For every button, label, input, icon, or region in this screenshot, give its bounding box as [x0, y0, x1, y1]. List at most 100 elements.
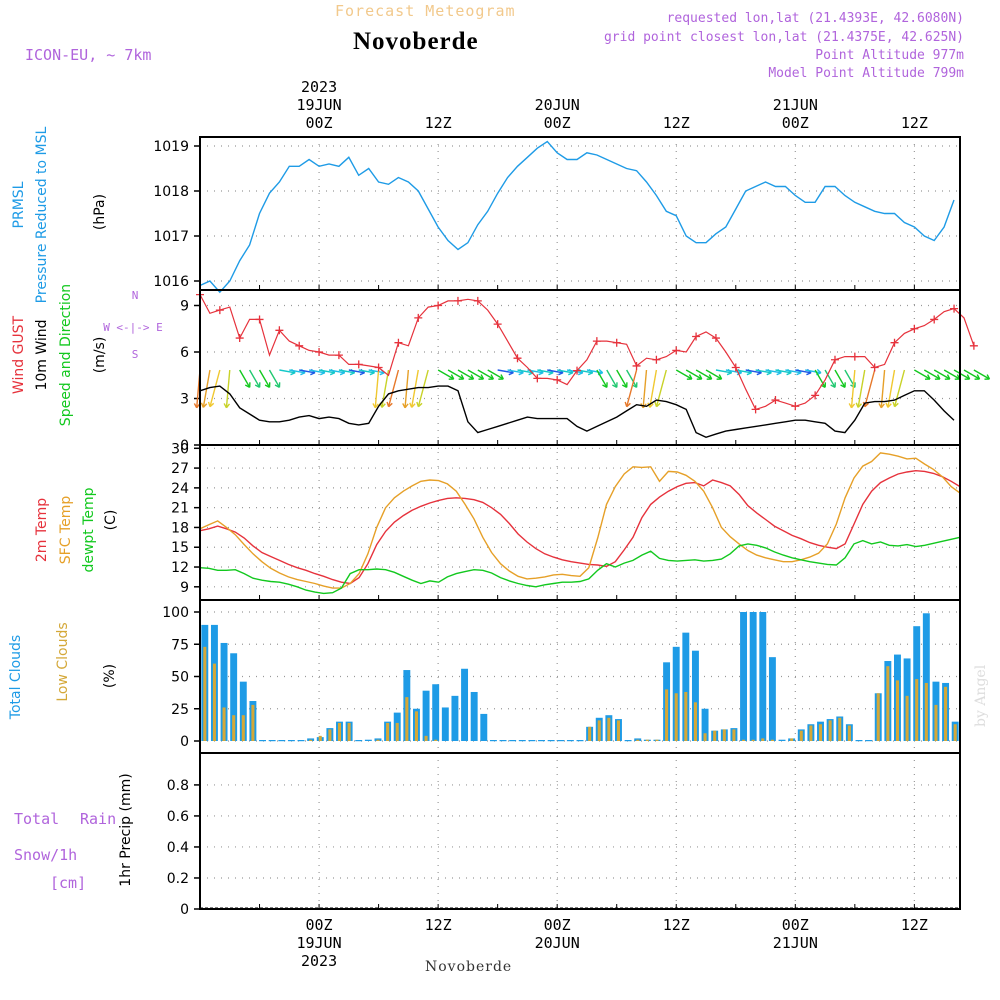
total-cloud-bar: [691, 650, 699, 741]
bottom-hour: 12Z: [425, 916, 452, 934]
low-cloud-bar: [241, 715, 245, 741]
y-tick-label: 3: [180, 392, 189, 408]
top-date: 21JUN: [773, 96, 818, 114]
wind-arrow-shaft: [467, 369, 484, 380]
total-cloud-bar: [278, 740, 286, 742]
clouds-label-total: Total Clouds: [8, 635, 24, 720]
wind-label-dir: Speed and Direction: [58, 284, 74, 426]
low-cloud-bar: [770, 739, 774, 741]
total-cloud-bar: [922, 613, 930, 741]
top-year: 2023: [301, 78, 337, 96]
total-cloud-bar: [759, 612, 767, 741]
precip-label-rain: Rain: [80, 810, 116, 828]
wind-arrow-shaft: [695, 369, 713, 380]
wind-arrow-shaft: [765, 369, 782, 374]
top-hour: 00Z: [306, 114, 333, 132]
bottom-year: 2023: [301, 952, 337, 970]
precip-label-cm: [cm]: [50, 874, 86, 892]
wind-arrow-shaft: [299, 369, 316, 374]
total-cloud-bar: [701, 708, 709, 741]
low-cloud-bar: [665, 689, 669, 741]
total-cloud-bar: [355, 740, 363, 742]
gust-marker: [870, 363, 879, 372]
total-cloud-bar: [557, 740, 565, 742]
wind-arrow-shaft: [258, 369, 271, 388]
wind-arrow-head: [372, 403, 379, 409]
total-cloud-bar: [461, 668, 469, 741]
gust-marker: [632, 361, 641, 370]
wind-arrow-shaft: [239, 369, 251, 388]
gust-marker: [910, 324, 919, 333]
gust-marker: [215, 306, 224, 315]
wind-arrow-shaft: [943, 369, 961, 380]
wind-arrow-shaft: [487, 369, 504, 380]
grid: [200, 137, 960, 290]
gust-marker: [811, 391, 820, 400]
low-cloud-bar: [693, 702, 697, 741]
gust-marker: [295, 341, 304, 350]
low-cloud-bar: [607, 717, 611, 741]
top-date: 19JUN: [296, 96, 341, 114]
wind-arrow-head: [934, 374, 941, 380]
wind-arrow-shaft: [279, 369, 296, 374]
wind-arrow-shaft: [566, 369, 583, 374]
wind-arrow-head: [244, 382, 251, 388]
y-tick-label: 1019: [153, 139, 189, 155]
wind-arrow-shaft: [417, 369, 429, 407]
wind-arrow-head: [850, 382, 856, 388]
top-hour: 12Z: [425, 114, 452, 132]
clouds-label-low: Low Clouds: [55, 622, 71, 701]
y-tick-label: 30: [171, 441, 189, 457]
wind-arrow-shaft: [437, 369, 455, 380]
y-tick-label: 0: [180, 902, 189, 918]
wind-arrow-shaft: [268, 369, 281, 388]
wind-arrow-shaft: [834, 369, 846, 388]
wind-arrow-head: [654, 401, 661, 408]
wind-arrow-shaft: [596, 369, 608, 388]
wind-arrow-shaft: [735, 369, 752, 374]
total-cloud-bar: [547, 740, 555, 742]
low-cloud-bar: [799, 730, 803, 741]
wind-arrow-shaft: [649, 369, 658, 408]
wind-arrow-head: [885, 402, 892, 408]
pressure-label-prmsl: PRMSL: [11, 181, 27, 228]
y-tick-label: 1017: [153, 229, 189, 245]
gust-marker: [453, 296, 462, 305]
wind-arrow-head: [498, 374, 504, 380]
wind-arrow-shaft: [923, 369, 941, 380]
total-cloud-bar: [287, 740, 295, 742]
wind-arrow-head: [944, 374, 951, 380]
y-tick-label: 21: [171, 501, 189, 517]
total-cloud-bar: [538, 740, 545, 742]
low-cloud-bar: [915, 679, 919, 741]
compass-we: W <-|-> E: [103, 321, 163, 334]
temp-label-unit: (C): [103, 510, 119, 531]
wind-arrow-shaft: [705, 369, 722, 380]
wind-label-10m: 10m Wind: [34, 319, 50, 390]
gust-marker: [771, 396, 780, 405]
pressure-line: [199, 140, 955, 294]
bottom-hour: 00Z: [306, 916, 333, 934]
total-cloud-bar: [432, 684, 440, 741]
low-cloud-bar: [828, 720, 832, 741]
total-cloud-bar: [518, 740, 526, 742]
wind-arrow-shaft: [824, 369, 836, 388]
y-tick-label: 0: [180, 438, 189, 454]
watermark: by Angel: [973, 664, 989, 727]
low-cloud-bar: [212, 663, 216, 741]
gust-marker: [553, 375, 562, 384]
y-tick-label: 0.8: [167, 778, 189, 794]
wind-arrow-shaft: [805, 369, 822, 374]
total-cloud-bar: [239, 681, 247, 741]
wind-arrow-head: [624, 401, 631, 408]
wind-arrow-head: [254, 382, 261, 388]
gust-marker: [533, 374, 542, 383]
gust-marker: [592, 337, 601, 346]
wind-arrow-shaft: [328, 369, 345, 374]
wind-arrow-shaft: [914, 369, 931, 380]
bottom-date: 20JUN: [535, 934, 580, 952]
low-cloud-bar: [309, 739, 313, 741]
wind-arrow-head: [716, 374, 723, 380]
low-cloud-bar: [953, 724, 957, 741]
